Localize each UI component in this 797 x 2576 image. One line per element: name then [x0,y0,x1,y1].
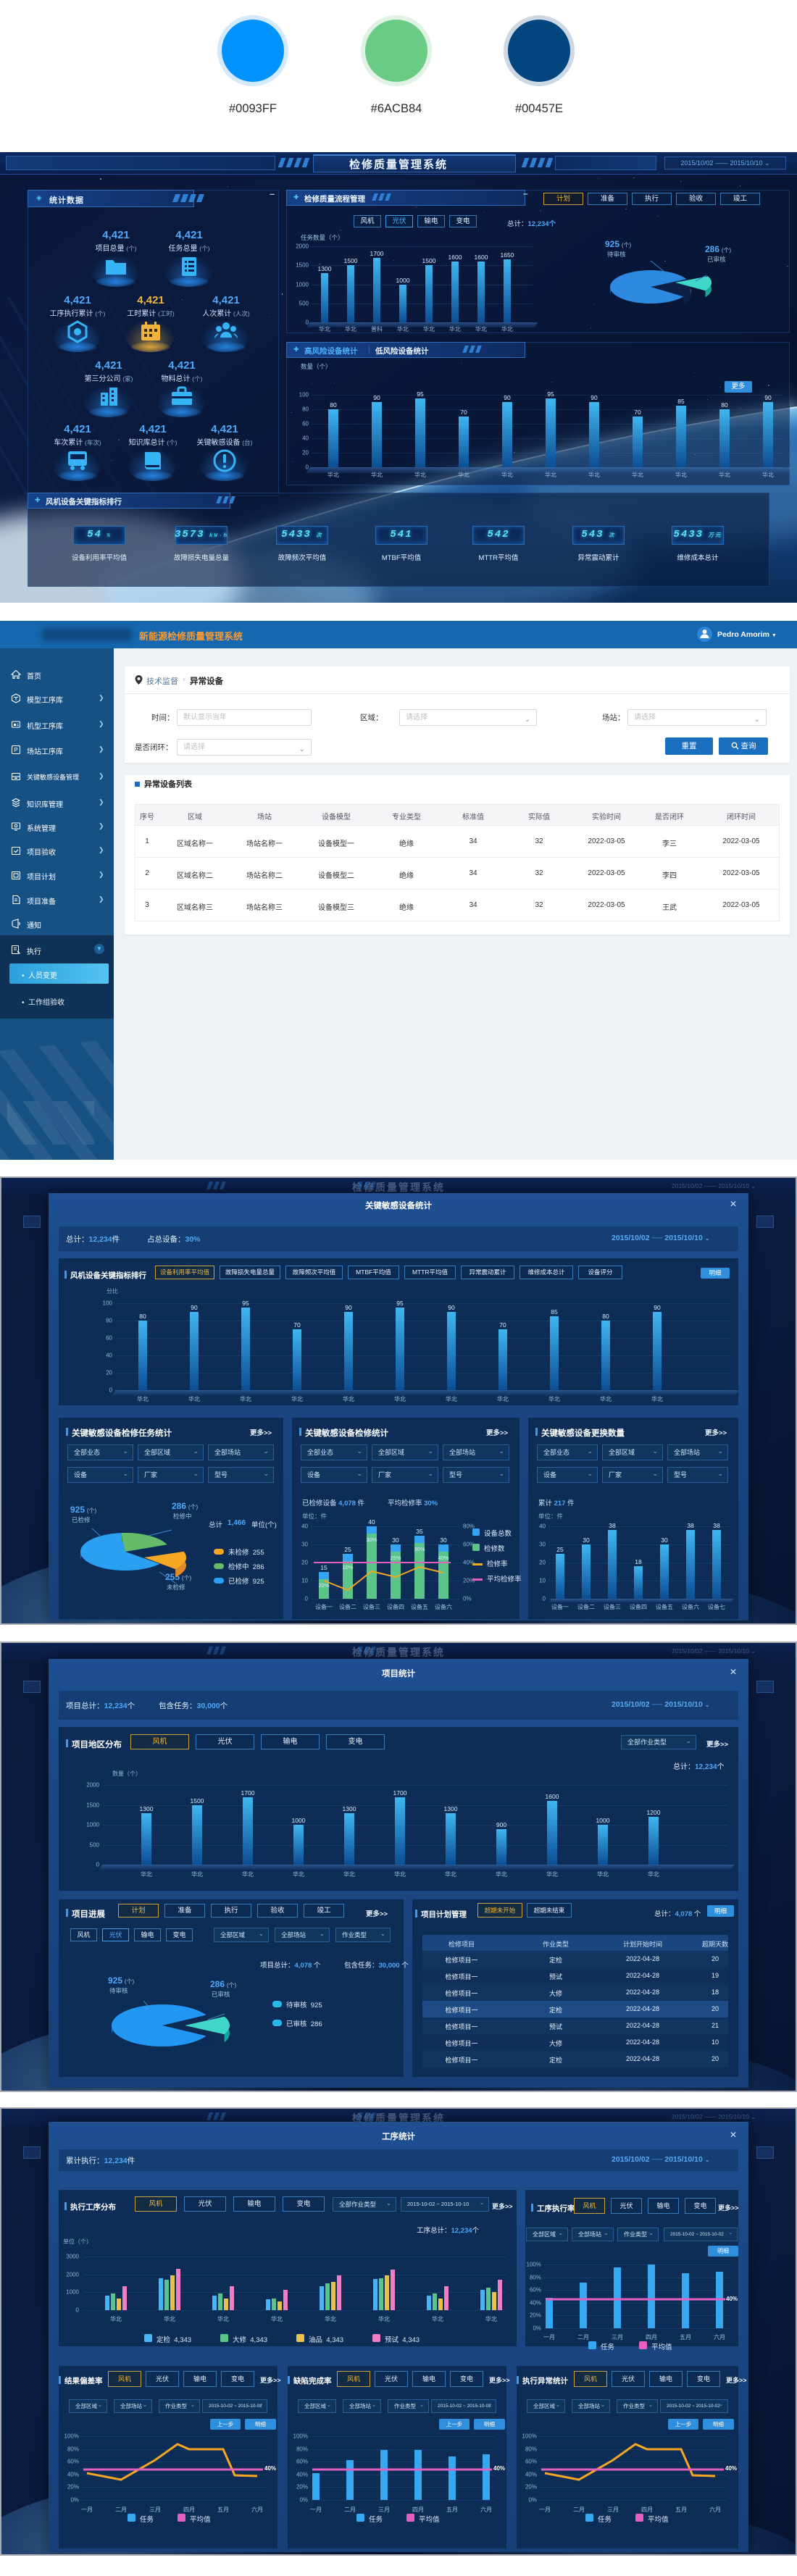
svg-text:P: P [14,747,17,753]
